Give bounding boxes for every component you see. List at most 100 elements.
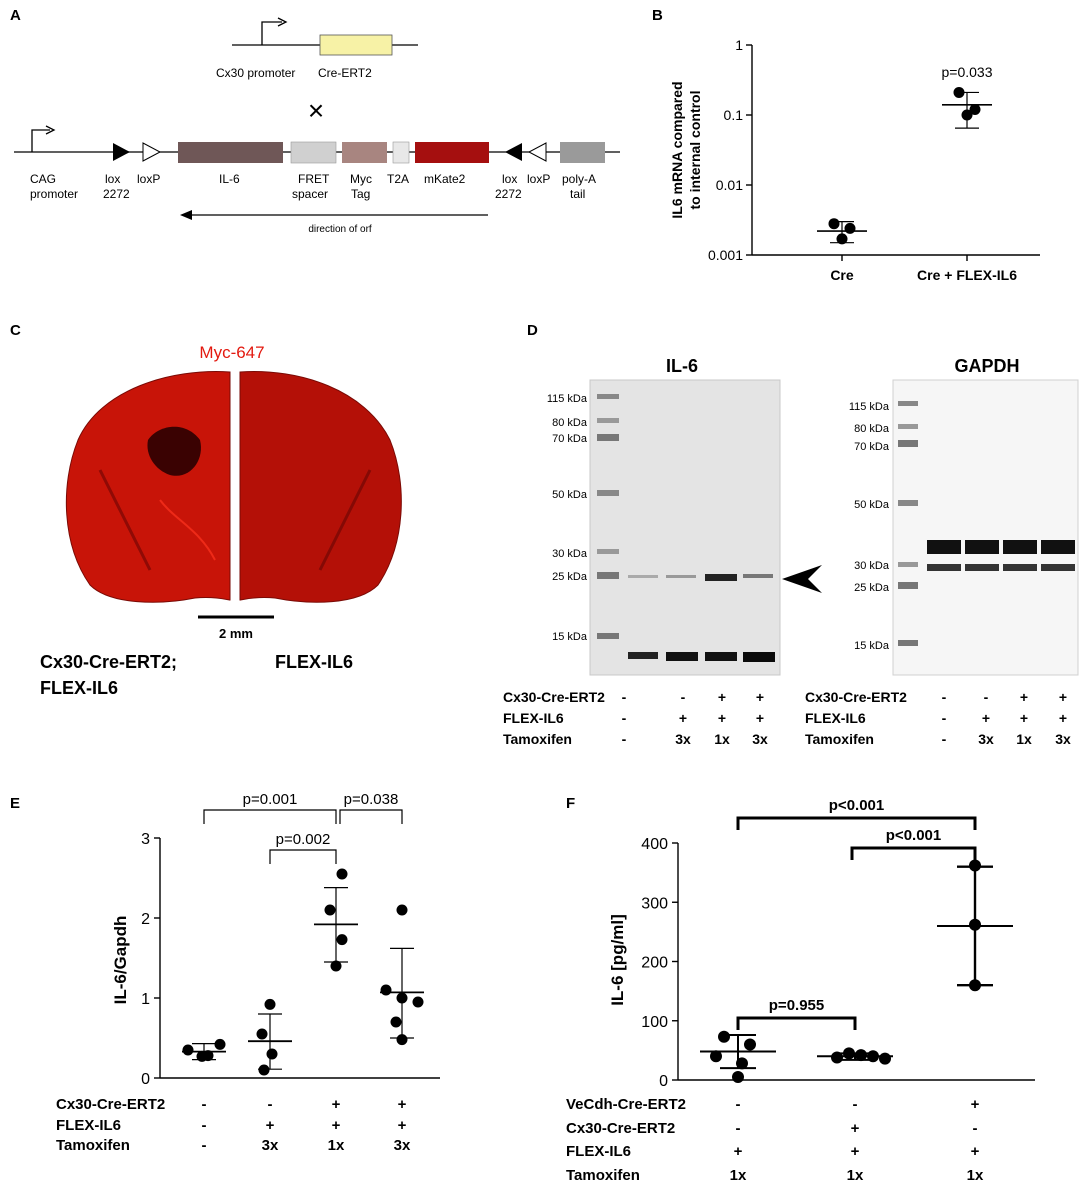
d-cell-right: + xyxy=(1059,710,1067,726)
e-data-point xyxy=(264,998,276,1010)
f-row-label: Cx30-Cre-ERT2 xyxy=(566,1120,675,1137)
d-cell-left: - xyxy=(681,689,686,705)
d-cell-left: + xyxy=(756,710,764,726)
il6-blot-markers: 115 kDa 80 kDa 70 kDa 50 kDa 30 kDa 25 kDa 15 … xyxy=(547,393,588,643)
d-cell-right: 1x xyxy=(1016,731,1032,747)
panel-e-ylabel: IL-6/Gapdh xyxy=(111,916,130,1005)
gapdh-marker-label: 50 kDa xyxy=(854,499,890,511)
f-data-point xyxy=(718,1030,730,1043)
il6-blot-membrane xyxy=(590,380,780,675)
d-cell-left: - xyxy=(622,731,627,747)
f-cell: 1x xyxy=(967,1167,984,1184)
f-cell: - xyxy=(853,1096,858,1113)
e-data-point xyxy=(182,1044,194,1056)
e-data-point xyxy=(336,868,348,880)
f-y-tick-label: 0 xyxy=(659,1073,668,1090)
cx30-promoter-arrow xyxy=(261,21,282,45)
e-cell: + xyxy=(398,1117,407,1134)
right-cortex-layer xyxy=(318,469,372,571)
f-row-label: FLEX-IL6 xyxy=(566,1143,631,1160)
e-y-tick-label: 3 xyxy=(141,831,150,848)
gapdh-blot-border xyxy=(892,379,1079,676)
gapdh-blot-markers: 115 kDa 80 kDa 70 kDa 50 kDa 30 kDa 25 kDa 15 … xyxy=(849,401,890,652)
e-bracket-3 xyxy=(269,849,337,864)
panel-b-letter: B xyxy=(652,7,663,24)
left-ventricle xyxy=(147,426,201,476)
f-data-point xyxy=(744,1038,756,1051)
f-y-tick-label: 200 xyxy=(641,955,668,972)
e-bracket-1 xyxy=(203,809,337,824)
gapdh-marker-label: 15 kDa xyxy=(854,640,890,652)
f-data-point xyxy=(831,1051,843,1064)
mkate2-label: mKate2 xyxy=(424,172,466,186)
gapdh-ladder xyxy=(898,401,918,646)
f-data-point xyxy=(843,1047,855,1060)
b-data-point xyxy=(953,86,965,98)
e-bracket-3-label: p=0.002 xyxy=(276,831,331,848)
f-row-label: VeCdh-Cre-ERT2 xyxy=(566,1096,686,1113)
d-cell-right: + xyxy=(1020,710,1028,726)
panel-c-letter: C xyxy=(10,322,21,339)
gapdh-marker-label: 80 kDa xyxy=(854,423,890,435)
b-data-point xyxy=(844,222,856,234)
e-data-point xyxy=(214,1038,226,1050)
e-cell: + xyxy=(398,1096,407,1113)
f-y-tick-label: 300 xyxy=(641,895,668,912)
panel-c: C Myc-647 2 mm Cx30-Cre-ERT2; FLEX-IL6 F… xyxy=(10,322,402,698)
panel-e: E IL-6/Gapdh 0 1 2 3 p=0.001 p=0.038 p=0.002 Cx… xyxy=(10,791,440,1154)
b-data-point xyxy=(961,109,973,121)
f-cell: 1x xyxy=(730,1167,747,1184)
d-cell-left: + xyxy=(718,710,726,726)
b-data-point xyxy=(969,103,981,115)
d-row-label-left: Tamoxifen xyxy=(503,731,572,747)
e-y-tick-label: 1 xyxy=(141,991,150,1008)
il6-marker-label: 15 kDa xyxy=(552,631,588,643)
f-bracket-2-label: p<0.001 xyxy=(886,827,941,844)
cag-label: CAG xyxy=(30,172,56,186)
f-data-point xyxy=(732,1071,744,1084)
panel-a-letter: A xyxy=(10,7,21,24)
cag-label-2: promoter xyxy=(30,187,78,201)
b-y-tick-label: 0.001 xyxy=(708,247,743,263)
f-cell: + xyxy=(851,1143,860,1160)
e-cell: 3x xyxy=(262,1137,279,1154)
f-cell: + xyxy=(971,1096,980,1113)
il6-marker-label: 115 kDa xyxy=(547,393,588,405)
f-data-point xyxy=(969,918,981,931)
construct-labels: CAG promoter lox 2272 loxP IL-6 FRET spa… xyxy=(30,172,596,201)
d-cell-left: 3x xyxy=(752,731,768,747)
gapdh-lanes xyxy=(927,540,1075,571)
f-data-point xyxy=(710,1050,722,1063)
il6-marker-label: 30 kDa xyxy=(552,548,588,560)
f-data-point xyxy=(969,979,981,992)
d-cell-right: + xyxy=(1020,689,1028,705)
d-cell-left: - xyxy=(622,710,627,726)
f-cell: - xyxy=(736,1120,741,1137)
e-data-point xyxy=(330,960,342,972)
d-row-label-left: FLEX-IL6 xyxy=(503,710,564,726)
b-pvalue: p=0.033 xyxy=(942,64,993,80)
e-data-point xyxy=(396,1034,408,1046)
d-cell-right: + xyxy=(1059,689,1067,705)
panel-f-letter: F xyxy=(566,795,575,812)
direction-arrow-head xyxy=(180,210,192,220)
e-cell: - xyxy=(202,1117,207,1134)
f-cell: - xyxy=(736,1096,741,1113)
mkate2-box xyxy=(415,142,489,163)
panel-a: A Cx30 promoter Cre-ERT2 × CAG promoter … xyxy=(10,7,620,235)
e-data-point xyxy=(380,984,392,996)
e-cell: - xyxy=(268,1096,273,1113)
f-data-point xyxy=(736,1057,748,1070)
b-x-tick-label: Cre + FLEX-IL6 xyxy=(917,267,1017,283)
e-cell: + xyxy=(332,1117,341,1134)
left-striatum-texture xyxy=(159,499,216,561)
e-cell: - xyxy=(202,1137,207,1154)
lox2272-r-label: lox xyxy=(502,172,517,186)
d-cell-right: - xyxy=(942,710,947,726)
d-row-label-right: FLEX-IL6 xyxy=(805,710,866,726)
cag-arrow-head xyxy=(45,125,56,135)
genotype-right: FLEX-IL6 xyxy=(275,652,353,672)
e-cell: - xyxy=(202,1096,207,1113)
